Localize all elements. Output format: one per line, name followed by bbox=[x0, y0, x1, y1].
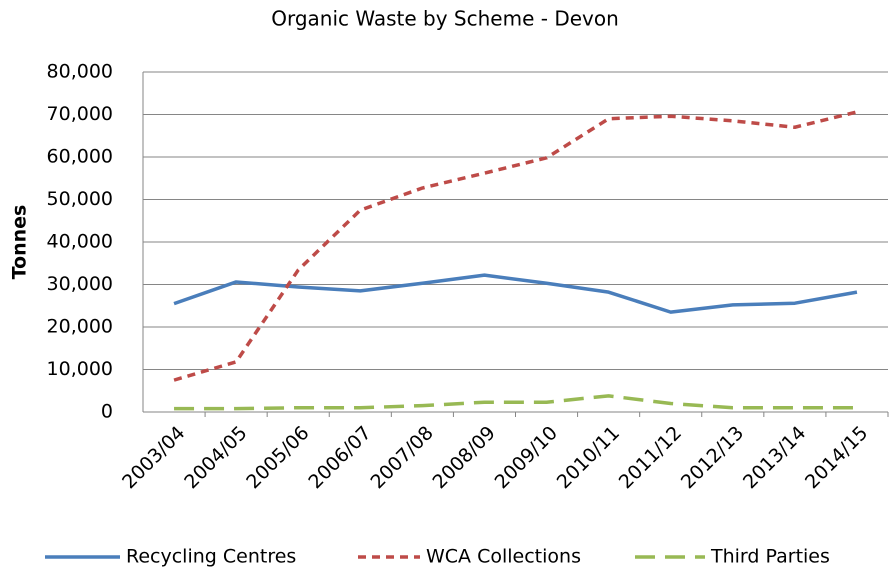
y-tick-label: 30,000 bbox=[47, 273, 113, 295]
x-tick-label: 2010/11 bbox=[553, 422, 624, 493]
x-tick-label: 2003/04 bbox=[118, 422, 189, 493]
x-tick-label: 2009/10 bbox=[491, 422, 562, 493]
x-tick-label: 2008/09 bbox=[429, 422, 500, 493]
y-tick-label: 60,000 bbox=[47, 146, 113, 168]
y-tick-label: 80,000 bbox=[47, 61, 113, 83]
legend-label: Recycling Centres bbox=[126, 546, 296, 568]
y-axis-title: Tonnes bbox=[9, 205, 31, 280]
legend-label: WCA Collections bbox=[426, 546, 581, 568]
legend-label: Third Parties bbox=[710, 546, 830, 568]
x-tick-label: 2014/15 bbox=[801, 422, 872, 493]
y-tick-label: 20,000 bbox=[47, 316, 113, 338]
x-tick-label: 2004/05 bbox=[180, 422, 251, 493]
series-line bbox=[173, 110, 858, 382]
x-tick-label: 2007/08 bbox=[366, 422, 437, 493]
x-tick-label: 2011/12 bbox=[615, 422, 686, 493]
series-line bbox=[173, 273, 858, 314]
y-tick-label: 70,000 bbox=[47, 103, 113, 125]
chart-title: Organic Waste by Scheme - Devon bbox=[271, 7, 619, 31]
y-tick-label: 0 bbox=[101, 401, 113, 423]
x-tick-label: 2005/06 bbox=[242, 422, 313, 493]
x-tick-label: 2006/07 bbox=[304, 422, 375, 493]
series-line bbox=[174, 394, 857, 411]
y-tick-label: 50,000 bbox=[47, 188, 113, 210]
x-tick-label: 2013/14 bbox=[739, 422, 810, 493]
y-tick-label: 40,000 bbox=[47, 231, 113, 253]
x-tick-label: 2012/13 bbox=[677, 422, 748, 493]
y-tick-label: 10,000 bbox=[47, 358, 113, 380]
